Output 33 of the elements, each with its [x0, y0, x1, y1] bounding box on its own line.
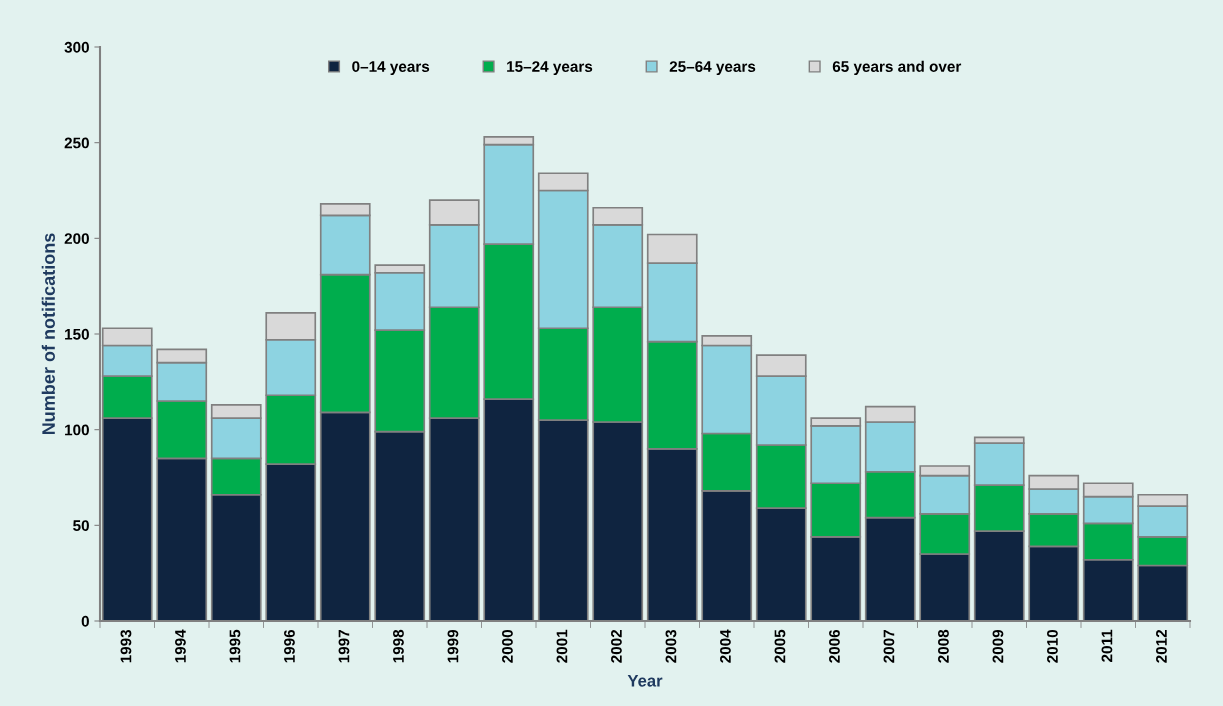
- x-tick-label: 1999: [447, 629, 459, 663]
- x-tick-label: 2000: [502, 629, 513, 663]
- x-tick-label: 2008: [938, 629, 949, 663]
- x-tick-label: 2012: [1156, 629, 1167, 663]
- legend-label: 25–64 years: [669, 61, 756, 75]
- y-tick-label: 300: [64, 41, 89, 53]
- x-axis-title: Year: [627, 675, 663, 687]
- x-tick-label: 2002: [611, 629, 622, 663]
- legend-label: 15–24 years: [507, 61, 593, 75]
- x-tick-label: 2007: [883, 630, 895, 663]
- x-tick-label: 2009: [992, 629, 1004, 663]
- x-tick-label: 1994: [175, 629, 186, 663]
- x-tick-label: 2003: [665, 629, 677, 663]
- x-tick-label: 2004: [720, 629, 731, 663]
- x-tick-label: 1998: [393, 629, 404, 663]
- y-tick-label: 200: [64, 233, 89, 245]
- x-tick-label: 2010: [1047, 629, 1058, 663]
- x-tick-label: 1995: [229, 629, 241, 663]
- x-tick-label: 1996: [284, 629, 295, 663]
- y-tick-label: 150: [65, 328, 89, 340]
- y-tick-label: 0: [81, 615, 89, 627]
- x-tick-label: 2005: [774, 629, 786, 663]
- legend-label: 0–14 years: [352, 61, 430, 75]
- x-tick-label: 2006: [829, 629, 840, 663]
- y-tick-label: 50: [73, 520, 89, 532]
- x-tick-label: 2011: [1101, 629, 1113, 662]
- legend-label: 65 years and over: [832, 60, 962, 75]
- x-tick-label: 2001: [556, 629, 568, 663]
- y-tick-label: 250: [64, 137, 89, 149]
- y-tick-label: 100: [65, 424, 89, 436]
- y-axis-title: Number of notifications: [41, 233, 55, 435]
- x-tick-label: 1993: [120, 629, 132, 663]
- x-tick-label: 1997: [338, 630, 350, 663]
